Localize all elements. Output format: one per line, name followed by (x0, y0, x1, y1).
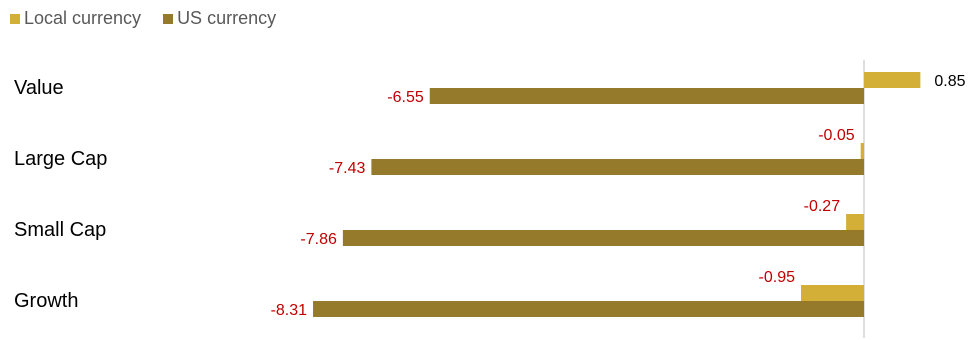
data-label: -8.31 (271, 302, 308, 319)
legend-swatch-us-currency (163, 13, 174, 24)
bar-us-currency (313, 301, 864, 317)
legend-item-local-currency: Local currency (10, 8, 141, 29)
legend-swatch-local-currency (10, 13, 20, 24)
category-label: Value (14, 77, 64, 99)
chart-legend: Local currency US currency (10, 8, 276, 29)
bar-local-currency (864, 72, 921, 88)
data-label: -0.27 (804, 198, 841, 215)
data-label: -7.43 (329, 160, 366, 177)
bar-us-currency (371, 159, 864, 175)
data-label: -0.05 (818, 127, 855, 144)
data-label: -0.95 (759, 269, 796, 286)
data-label: -7.86 (300, 231, 337, 248)
data-label: 0.85 (934, 73, 965, 90)
bar-local-currency (846, 214, 864, 230)
legend-item-us-currency: US currency (163, 8, 276, 29)
category-label: Large Cap (14, 148, 107, 170)
legend-label-us-currency: US currency (177, 8, 277, 28)
legend-label-local-currency: Local currency (24, 8, 142, 28)
bar-local-currency (860, 143, 864, 159)
category-label: Small Cap (14, 219, 106, 241)
bar-us-currency (342, 230, 865, 246)
bar-us-currency (429, 88, 864, 104)
data-label: -6.55 (387, 89, 424, 106)
category-label: Growth (14, 290, 78, 312)
bar-local-currency (801, 285, 864, 301)
